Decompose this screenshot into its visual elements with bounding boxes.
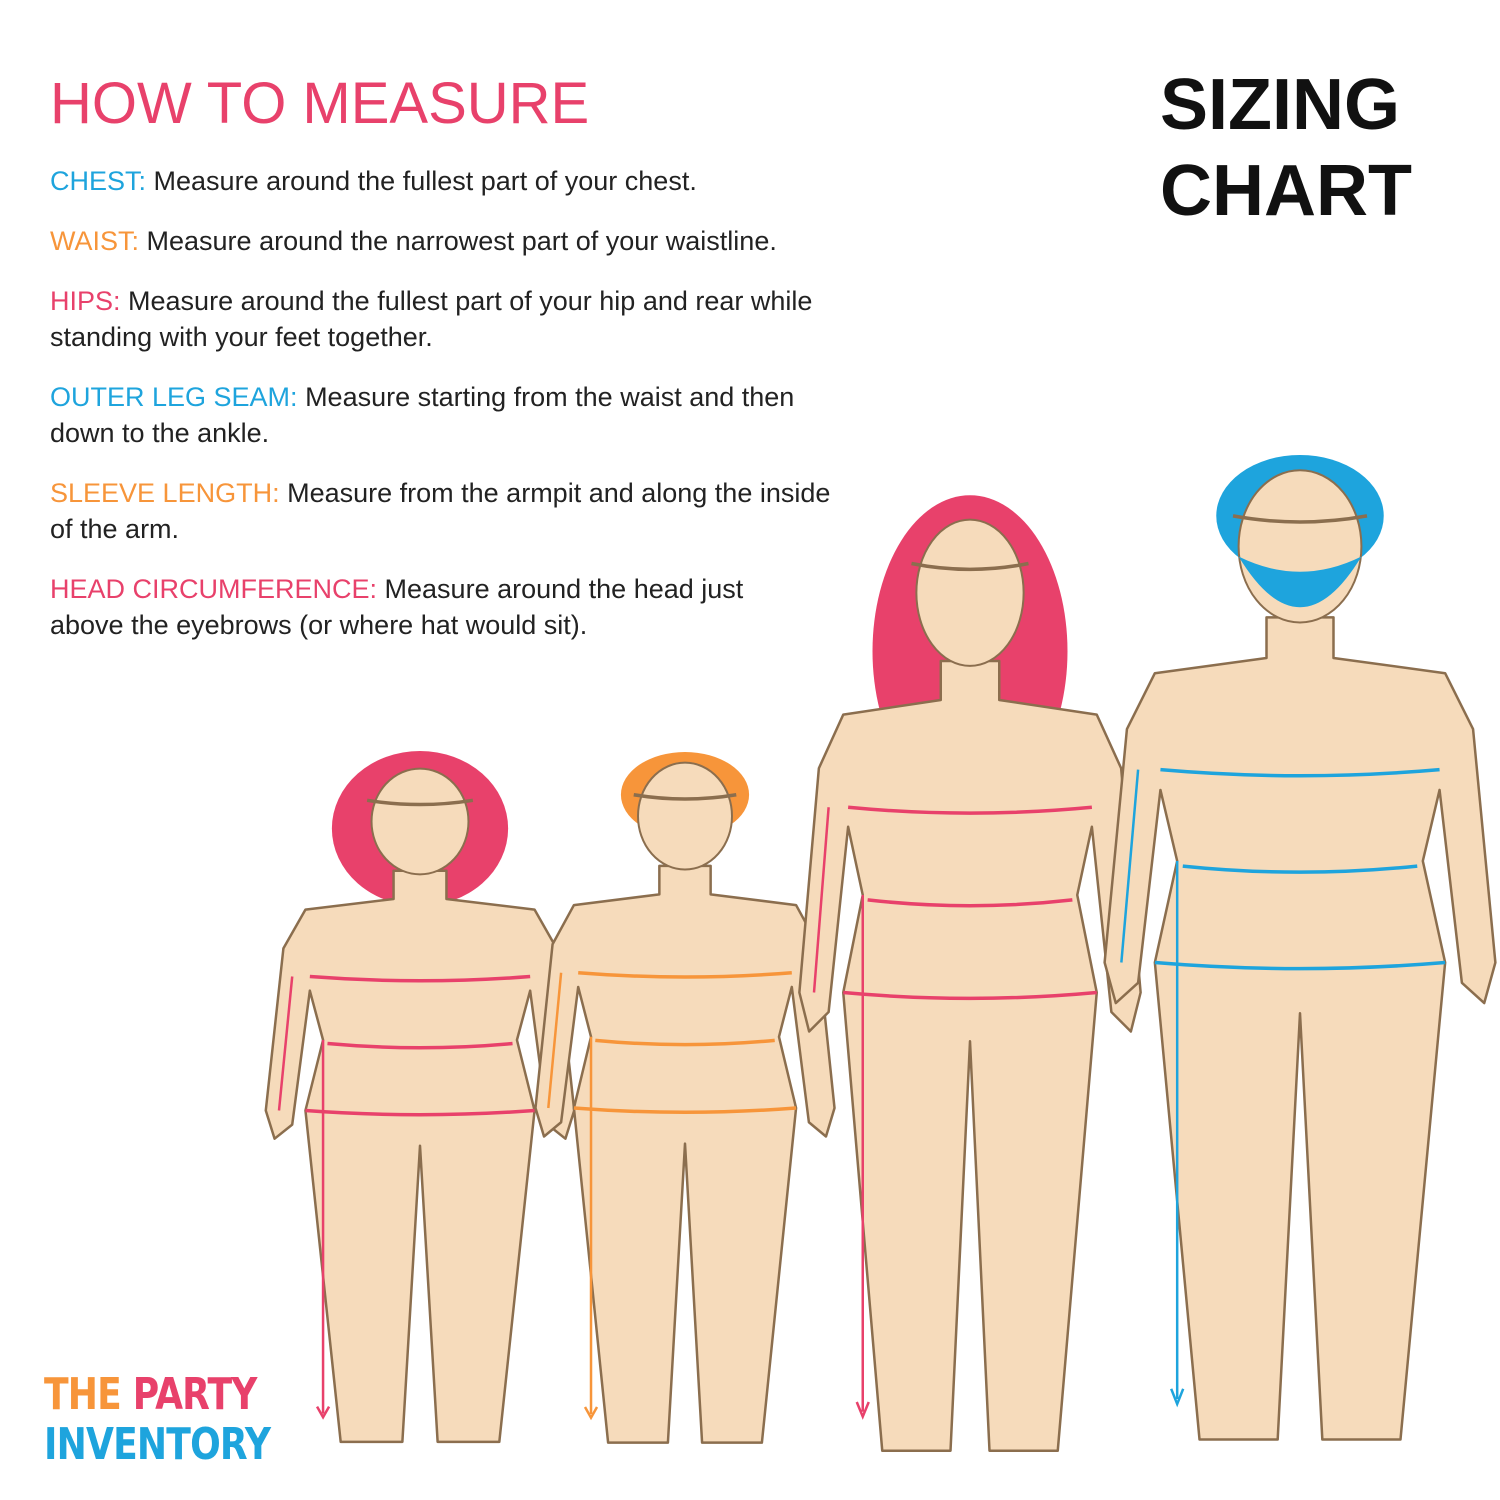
sleeve-measure-line [812, 807, 830, 993]
page-title: HOW TO MEASURE [50, 71, 590, 136]
instruction-text: Measure starting from the waist and then… [50, 382, 795, 448]
hips-measure-line [843, 990, 1097, 1001]
sleeve-measure-line [1120, 769, 1140, 963]
instruction-label: WAIST: [50, 226, 140, 256]
logo-party: PARTY [132, 1369, 258, 1420]
head-band [366, 798, 474, 807]
instruction-text: Measure around the fullest part of your … [50, 286, 813, 352]
instruction-outer-leg-seam: OUTER LEG SEAM: Measure starting from th… [50, 379, 840, 451]
body-silhouette [1103, 616, 1497, 1441]
hips-measure-line [1154, 960, 1446, 971]
instruction-label: HIPS: [50, 286, 121, 316]
logo-inventory: INVENTORY [44, 1419, 271, 1470]
hips-measure-line [573, 1106, 797, 1115]
instruction-text: Measure around the narrowest part of you… [139, 226, 777, 256]
waist-measure-line [1182, 864, 1418, 874]
arrow-icon [855, 1401, 870, 1420]
head [370, 767, 470, 876]
instruction-text: Measure around the fullest part of your … [146, 166, 697, 196]
body-silhouette [534, 864, 836, 1444]
sleeve-measure-line [547, 972, 563, 1109]
instruction-label: OUTER LEG SEAM: [50, 382, 298, 412]
arrow-icon [583, 1406, 599, 1421]
arrow-icon [1170, 1388, 1185, 1408]
brand-logo: THE PARTY INVENTORY [44, 1369, 271, 1470]
figure-man [1103, 455, 1497, 1441]
body-silhouette [798, 659, 1142, 1452]
waist-measure-line [595, 1038, 775, 1047]
instruction-text: Measure from the armpit and along the in… [50, 478, 831, 544]
instruction-sleeve-length: SLEEVE LENGTH: Measure from the armpit a… [50, 475, 850, 547]
head [915, 518, 1025, 667]
sizing-line-1: SIZING [1160, 65, 1401, 145]
instruction-label: CHEST: [50, 166, 147, 196]
figure-girl [264, 750, 576, 1444]
sizing-chart-heading: SIZING CHART [1160, 62, 1412, 234]
waist-measure-line [867, 898, 1073, 908]
beard-icon [1238, 556, 1362, 608]
chest-measure-line [1160, 767, 1440, 778]
head-band [633, 792, 737, 801]
instruction-hips: HIPS: Measure around the fullest part of… [50, 283, 850, 355]
logo-the: THE [44, 1369, 122, 1420]
instruction-waist: WAIST: Measure around the narrowest part… [50, 223, 880, 259]
instruction-head-circumference: HEAD CIRCUMFERENCE: Measure around the h… [50, 571, 790, 643]
instruction-chest: CHEST: Measure around the fullest part o… [50, 163, 880, 199]
head-band [911, 561, 1029, 572]
waist-measure-line [327, 1041, 513, 1050]
figure-boy [534, 752, 836, 1444]
sleeve-measure-line [277, 976, 294, 1111]
instruction-label: HEAD CIRCUMFERENCE: [50, 574, 378, 604]
chest-measure-line [578, 970, 792, 979]
figure-woman [798, 495, 1142, 1452]
sizing-line-2: CHART [1160, 151, 1412, 231]
chest-measure-line [847, 805, 1093, 815]
head-band [1232, 514, 1368, 524]
arrow-icon [315, 1405, 331, 1420]
body-silhouette [264, 869, 576, 1444]
instruction-text: Measure around the head just above the e… [50, 574, 744, 640]
hips-measure-line [305, 1108, 535, 1117]
chest-measure-line [309, 974, 531, 983]
head [637, 761, 733, 871]
instruction-label: SLEEVE LENGTH: [50, 478, 280, 508]
